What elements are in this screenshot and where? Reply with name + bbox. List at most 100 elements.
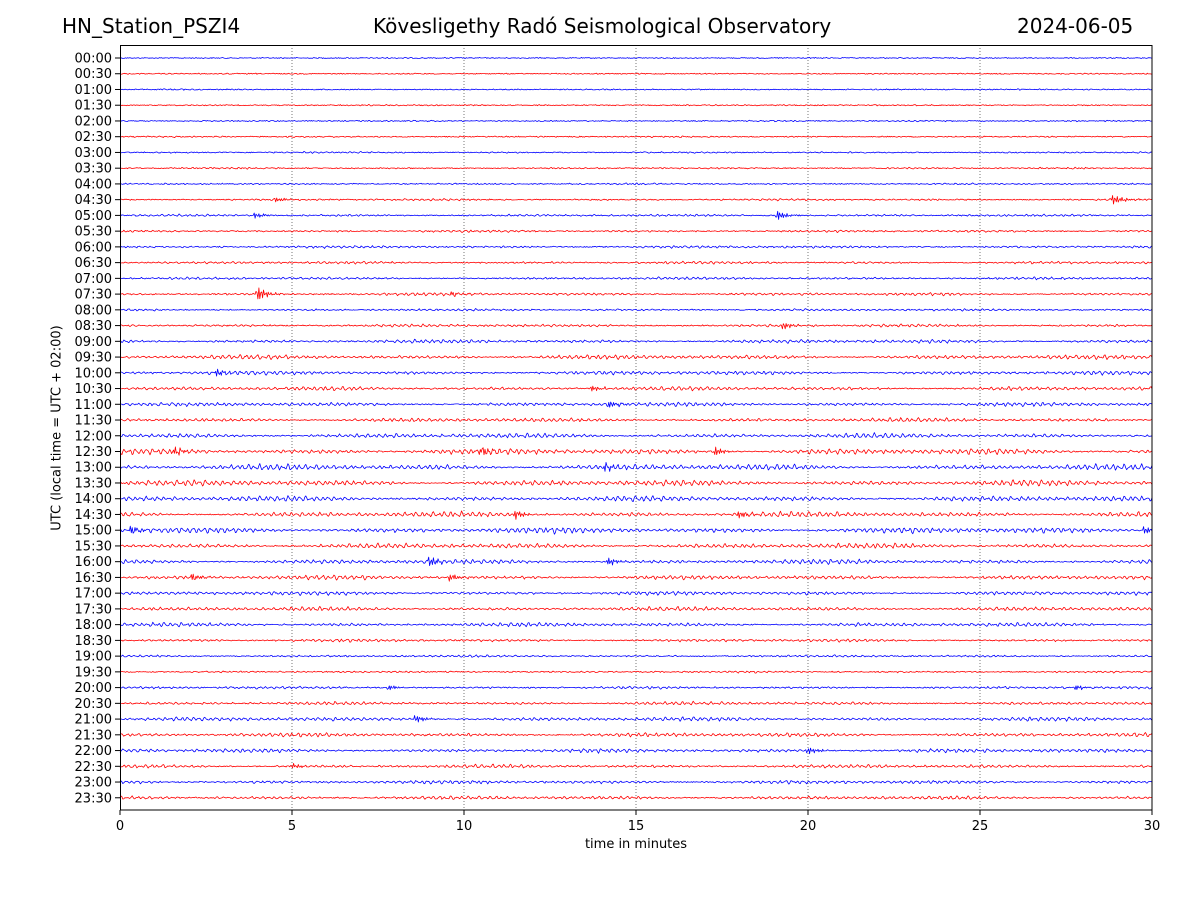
y-tick-label: 09:00 [75, 335, 112, 350]
trace-1030 [119, 385, 1153, 392]
y-tick-label: 01:30 [75, 99, 112, 114]
x-tick-label: 20 [800, 819, 817, 834]
trace-0100 [119, 88, 1152, 91]
y-tick-label: 17:30 [75, 602, 112, 617]
y-tick-label: 07:30 [75, 288, 112, 303]
y-axis-ticks: 00:0000:3001:0001:3002:0002:3003:0003:30… [75, 52, 120, 806]
y-tick-label: 13:00 [75, 461, 112, 476]
y-tick-label: 10:30 [75, 382, 112, 397]
trace-0500 [119, 210, 1153, 220]
trace-1800 [119, 621, 1153, 628]
y-tick-label: 21:00 [75, 713, 112, 728]
trace-0900 [119, 338, 1153, 344]
trace-0630 [119, 260, 1153, 265]
trace-0430 [119, 195, 1153, 205]
trace-2300 [119, 780, 1153, 785]
x-tick-label: 5 [288, 819, 296, 834]
y-tick-label: 00:30 [75, 67, 112, 82]
trace-1700 [119, 590, 1153, 596]
trace-1000 [119, 368, 1153, 377]
y-tick-label: 12:30 [75, 445, 112, 460]
y-tick-label: 23:00 [75, 776, 112, 791]
station-name: HN_Station_PSZI4 [62, 14, 241, 38]
y-tick-label: 08:30 [75, 319, 112, 334]
plot-frame [120, 45, 1153, 811]
y-tick-label: 02:30 [75, 130, 112, 145]
y-tick-label: 17:00 [75, 587, 112, 602]
trace-0830 [119, 323, 1153, 330]
trace-1830 [119, 638, 1153, 643]
x-tick-label: 10 [456, 819, 473, 834]
trace-1600 [119, 556, 1153, 566]
y-axis-label: UTC (local time = UTC + 02:00) [49, 325, 65, 531]
trace-1630 [120, 573, 1153, 582]
y-tick-label: 20:00 [75, 681, 112, 696]
y-tick-label: 22:30 [75, 760, 112, 775]
trace-1200 [119, 432, 1153, 439]
trace-2030 [119, 700, 1153, 706]
x-axis-ticks: 0 5 10 15 20 25 30 [116, 810, 1160, 834]
y-tick-label: 20:30 [75, 697, 112, 712]
x-tick-label: 30 [1144, 819, 1161, 834]
trace-1400 [119, 495, 1153, 503]
x-axis-label: time in minutes [584, 837, 688, 852]
trace-2330 [119, 795, 1153, 800]
chart-date: 2024-06-05 [1017, 14, 1134, 38]
traces [119, 57, 1153, 800]
trace-0130 [120, 104, 1153, 107]
trace-0700 [119, 276, 1153, 281]
trace-1930 [119, 670, 1153, 674]
trace-0930 [119, 354, 1153, 361]
trace-1430 [119, 510, 1153, 520]
y-tick-label: 15:00 [75, 524, 112, 539]
y-tick-label: 03:00 [75, 146, 112, 161]
y-tick-label: 02:00 [75, 114, 112, 129]
y-tick-label: 19:30 [75, 665, 112, 680]
trace-0200 [119, 119, 1153, 123]
y-tick-label: 11:00 [75, 398, 112, 413]
trace-0600 [119, 245, 1153, 249]
grid-lines [291, 45, 981, 810]
y-tick-label: 01:00 [75, 83, 112, 98]
trace-2000 [119, 685, 1153, 691]
trace-1130 [119, 417, 1153, 423]
y-tick-label: 06:00 [75, 240, 112, 255]
y-tick-label: 14:00 [75, 492, 112, 507]
trace-1230 [119, 446, 1153, 456]
trace-1900 [119, 654, 1153, 658]
trace-0400 [120, 182, 1152, 186]
y-tick-label: 18:00 [75, 618, 112, 633]
y-tick-label: 16:00 [75, 555, 112, 570]
trace-1300 [119, 461, 1153, 472]
x-tick-label: 25 [972, 819, 989, 834]
y-tick-label: 10:00 [75, 366, 112, 381]
y-tick-label: 04:00 [75, 177, 112, 192]
y-tick-label: 05:30 [75, 225, 112, 240]
y-tick-label: 11:30 [75, 414, 112, 429]
trace-2130 [119, 732, 1153, 738]
trace-2100 [119, 715, 1153, 723]
trace-0800 [119, 308, 1153, 312]
y-tick-label: 04:30 [75, 193, 112, 208]
trace-1500 [119, 525, 1153, 535]
y-tick-label: 09:30 [75, 351, 112, 366]
y-tick-label: 18:30 [75, 634, 112, 649]
trace-0230 [119, 135, 1153, 139]
chart-title: Kövesligethy Radó Seismological Observat… [373, 14, 832, 38]
trace-1530 [119, 542, 1153, 549]
y-tick-label: 03:30 [75, 162, 112, 177]
trace-1330 [119, 479, 1153, 487]
trace-0330 [119, 166, 1152, 170]
y-tick-label: 16:30 [75, 571, 112, 586]
trace-0030 [119, 72, 1153, 75]
y-tick-label: 14:30 [75, 508, 112, 523]
trace-0530 [119, 229, 1153, 234]
trace-1730 [119, 606, 1153, 612]
x-tick-label: 0 [116, 819, 124, 834]
y-tick-label: 15:30 [75, 539, 112, 554]
y-tick-label: 07:00 [75, 272, 112, 287]
y-tick-label: 00:00 [75, 52, 112, 67]
y-tick-label: 21:30 [75, 728, 112, 743]
y-tick-label: 23:30 [75, 791, 112, 806]
